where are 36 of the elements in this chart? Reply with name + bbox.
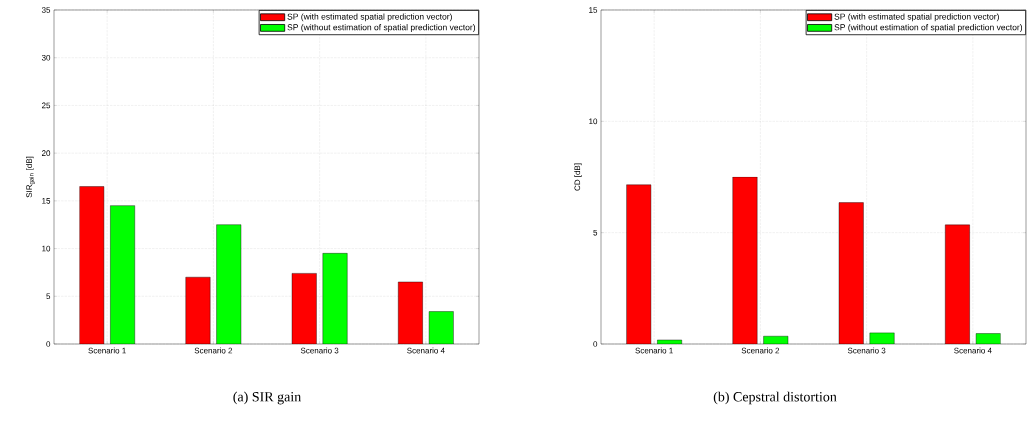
y-tick-label: 30 (41, 54, 51, 61)
y-axis-title: SIR$_{gain}$ [dB] (26, 156, 35, 198)
x-tick-label: Scenario 4 (407, 347, 445, 354)
text: (a) SIR gain (233, 391, 302, 405)
y-tick-label: 10 (589, 118, 598, 125)
bar (838, 202, 864, 344)
legend-label: SP (without estimation of spatial prediction vector) (834, 24, 1023, 32)
x-tick-label: Scenario 3 (300, 347, 339, 354)
x-tick-label: Scenario 1 (88, 347, 126, 354)
bar (945, 224, 970, 344)
y-tick-label: 15 (589, 7, 598, 13)
bar (216, 224, 242, 344)
y-axis-title: CD [dB] (574, 163, 582, 191)
x-tick-label: Scenario 2 (741, 347, 780, 354)
x-tick-label: Scenario 2 (194, 347, 233, 354)
y-tick-label: 35 (41, 7, 51, 13)
legend-label: SP (with estimated spatial prediction vector) (287, 13, 452, 22)
legend-label: SP (with estimated spatial prediction vector) (834, 13, 999, 22)
y-tick-label: 5 (593, 229, 598, 236)
bar (110, 205, 135, 344)
y-tick-label: 15 (42, 198, 51, 204)
bar (626, 184, 652, 344)
x-tick-label: Scenario 4 (954, 347, 992, 354)
legend-label: SP (without estimation of spatial prediction vector) (287, 24, 476, 32)
x-tick-label: Scenario 1 (635, 347, 673, 354)
x-tick-label: Scenario 3 (847, 347, 886, 354)
bar (428, 311, 454, 344)
bar (732, 176, 758, 344)
y-tick-label: 25 (41, 102, 51, 109)
text: (b) Cepstral distortion (713, 391, 837, 405)
bar (322, 253, 348, 344)
y-tick-label: 20 (41, 150, 51, 156)
y-tick-label: 10 (42, 245, 51, 252)
y-tick-label: 0 (46, 341, 51, 347)
y-tick-label: 0 (593, 341, 598, 347)
y-tick-label: 5 (46, 293, 51, 300)
